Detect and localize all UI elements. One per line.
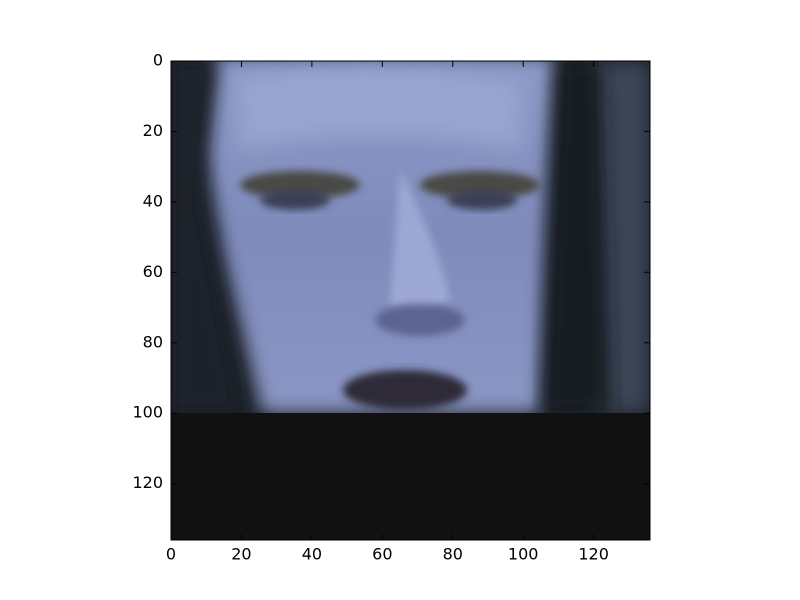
y-tick-label: 0: [153, 51, 163, 70]
y-tick-label: 120: [132, 473, 163, 492]
x-tick-label: 120: [578, 545, 609, 564]
y-tick-label: 100: [132, 403, 163, 422]
y-tick-label: 40: [143, 191, 163, 210]
y-tick-label: 80: [143, 332, 163, 351]
x-tick-label: 100: [508, 545, 539, 564]
x-tick-label: 80: [443, 545, 463, 564]
axes-frame: [170, 60, 651, 541]
y-tick-label: 20: [143, 121, 163, 140]
x-tick-label: 0: [166, 545, 176, 564]
image: [171, 61, 650, 540]
x-tick-label: 40: [302, 545, 322, 564]
x-tick-label: 60: [372, 545, 392, 564]
x-tick-label: 20: [231, 545, 251, 564]
y-tick-label: 60: [143, 262, 163, 281]
